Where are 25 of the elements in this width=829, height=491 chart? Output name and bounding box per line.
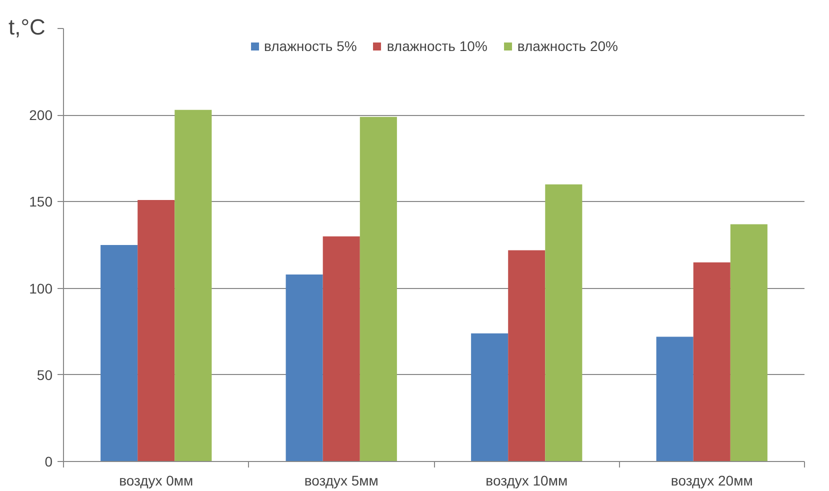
legend-label: влажность 10% bbox=[386, 38, 488, 54]
bar bbox=[693, 262, 730, 462]
bar bbox=[508, 250, 546, 462]
y-tick-label: 150 bbox=[29, 194, 53, 210]
x-tick-label: воздух 0мм bbox=[119, 472, 194, 488]
y-tick-label: 100 bbox=[29, 280, 53, 296]
bar bbox=[730, 224, 768, 462]
y-tick-label: 0 bbox=[44, 454, 53, 470]
x-tick-label: воздух 20мм bbox=[670, 472, 753, 488]
x-tick-label: воздух 10мм bbox=[486, 472, 568, 488]
bar bbox=[471, 333, 508, 462]
y-axis-title: t,°C bbox=[8, 14, 46, 40]
bar bbox=[286, 274, 323, 462]
legend-label: влажность 5% bbox=[264, 38, 357, 54]
y-tick-label: 50 bbox=[36, 366, 53, 383]
x-tick-label: воздух 5мм bbox=[304, 472, 378, 488]
bar bbox=[545, 184, 582, 462]
bar bbox=[138, 200, 175, 462]
bar bbox=[100, 245, 138, 462]
bar bbox=[360, 116, 397, 462]
bar bbox=[174, 110, 212, 462]
bar bbox=[656, 336, 694, 462]
legend-label: влажность 20% bbox=[517, 38, 618, 54]
y-tick-label: 200 bbox=[29, 107, 53, 124]
bar bbox=[322, 236, 360, 462]
